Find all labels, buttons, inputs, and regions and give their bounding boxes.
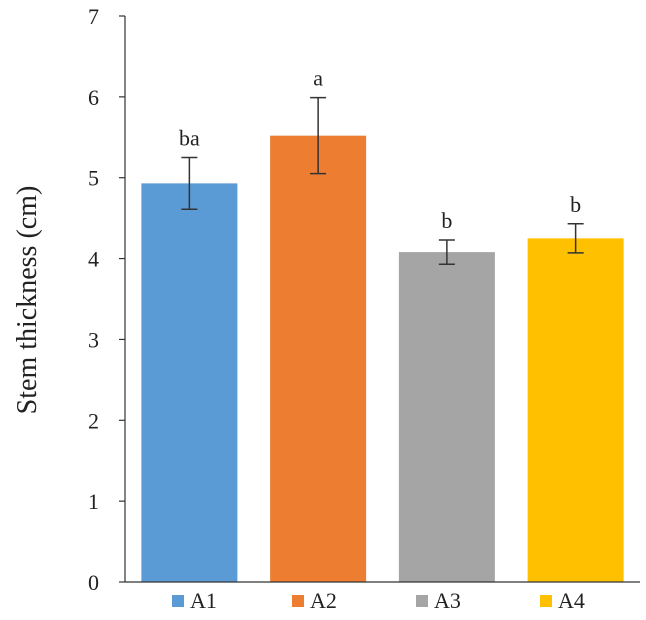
y-tick-label: 0 [88,570,99,595]
bars-group [141,135,624,583]
legend-label-a2: A2 [310,588,337,613]
bar-a3 [398,252,495,583]
y-tick-label: 1 [88,489,99,514]
bar-a1 [141,183,238,583]
significance-label-a3: b [441,208,452,233]
y-tick-label: 3 [88,327,99,352]
legend-swatch-a1 [172,595,184,607]
significance-label-a1: ba [179,126,200,151]
y-tick-label: 6 [88,85,99,110]
significance-label-a4: b [570,192,581,217]
legend: A1 A2 A3 A4 [172,588,585,613]
legend-swatch-a2 [292,595,304,607]
legend-label-a3: A3 [434,588,461,613]
significance-labels-group: ba a b b [179,66,581,233]
y-axis-title: Stem thickness (cm) [12,186,43,415]
y-tick-label: 5 [88,166,99,191]
legend-label-a1: A1 [190,588,217,613]
y-tick-label: 2 [88,408,99,433]
y-tick-label: 7 [88,4,99,29]
y-axis-ticks: 0 1 2 3 4 5 6 7 [88,4,125,595]
legend-swatch-a3 [416,595,428,607]
significance-label-a2: a [313,66,323,91]
bar-a2 [270,135,367,582]
error-bars-group [181,96,584,265]
y-tick-label: 4 [88,247,99,272]
legend-swatch-a4 [540,595,552,607]
bar-a4 [527,238,624,582]
legend-label-a4: A4 [558,588,585,613]
